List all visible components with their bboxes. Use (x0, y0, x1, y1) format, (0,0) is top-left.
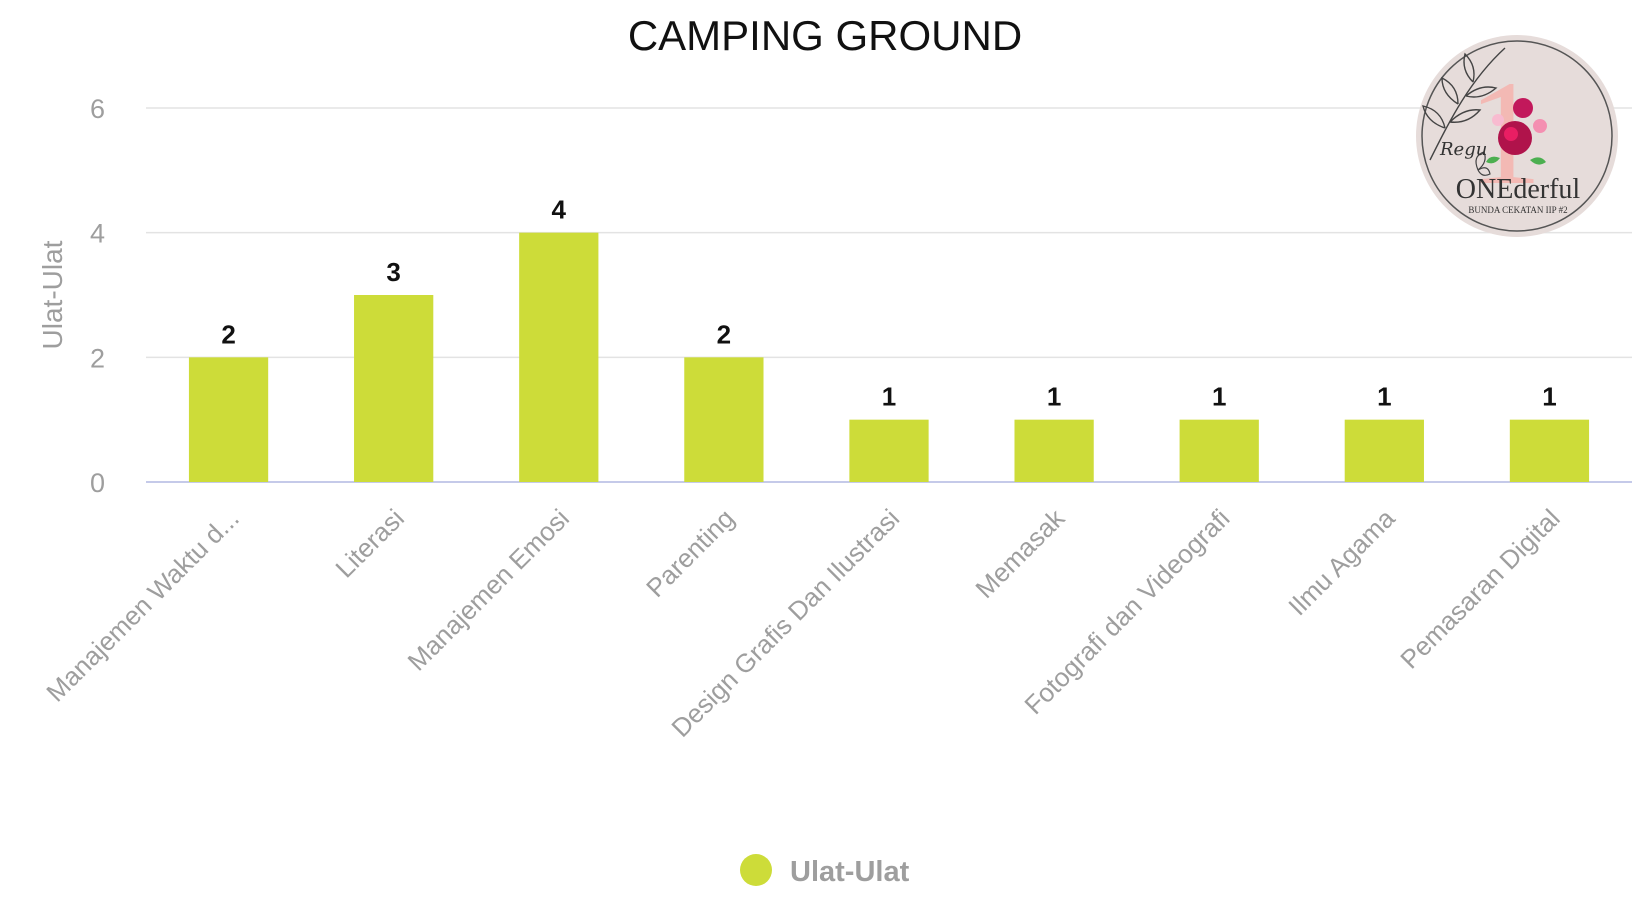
x-tick-label: Ilmu Agama (1282, 503, 1401, 622)
leaf-branch-icon (1422, 47, 1506, 161)
bar[interactable] (684, 357, 764, 482)
bar[interactable] (849, 419, 929, 482)
bar[interactable] (188, 357, 269, 482)
y-tick-label: 4 (90, 219, 105, 249)
data-label: 3 (386, 257, 400, 287)
data-label: 1 (1542, 382, 1556, 412)
y-axis-ticks: 0 2 4 6 (90, 94, 105, 498)
bar[interactable] (1014, 419, 1094, 482)
legend[interactable]: Ulat-Ulat (740, 854, 910, 888)
x-tick-label: Pemasaran Digital (1394, 503, 1565, 674)
legend-label: Ulat-Ulat (790, 856, 910, 888)
y-axis-label: Ulat-Ulat (37, 240, 68, 349)
x-tick-label: Manajemen Emosi (402, 503, 575, 676)
bars (188, 232, 1590, 482)
data-label: 2 (221, 319, 235, 349)
data-labels: 2 3 4 2 1 1 1 1 1 (221, 195, 1556, 412)
logo-main-text: ONEderful (1456, 174, 1581, 205)
logo-script-text: Regu (1439, 139, 1487, 160)
bar[interactable] (354, 295, 434, 482)
data-label: 1 (882, 382, 896, 412)
y-tick-label: 0 (90, 468, 105, 498)
data-label: 2 (717, 319, 731, 349)
x-tick-label: Manajemen Waktu d... (40, 503, 244, 707)
bar[interactable] (519, 232, 599, 482)
data-label: 1 (1377, 382, 1391, 412)
bar[interactable] (1179, 419, 1259, 482)
chart-title: CAMPING GROUND (628, 12, 1022, 59)
logo-ring (1421, 40, 1613, 232)
rose-icon (1486, 98, 1547, 165)
data-label: 1 (1212, 382, 1226, 412)
data-label: 1 (1047, 382, 1061, 412)
bar[interactable] (1509, 419, 1590, 482)
y-tick-label: 2 (90, 343, 105, 373)
butterfly-icon (1475, 151, 1491, 176)
x-tick-label: Literasi (329, 503, 409, 583)
y-tick-label: 6 (90, 94, 105, 124)
logo-sub-text: BUNDA CEKATAN IIP #2 (1468, 205, 1567, 215)
bar[interactable] (1344, 419, 1424, 482)
logo-badge: 1 Regu ONEderful BUNDA CEKATAN IIP #2 (1416, 35, 1618, 237)
legend-swatch (740, 854, 772, 886)
x-tick-label: Memasak (969, 502, 1071, 604)
x-tick-label: Parenting (640, 503, 740, 603)
data-label: 4 (552, 195, 567, 225)
